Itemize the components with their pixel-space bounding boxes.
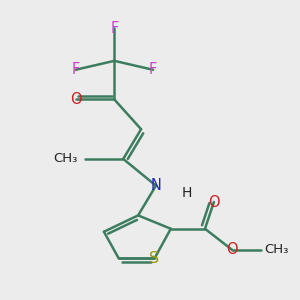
Text: O: O	[70, 92, 82, 107]
Text: S: S	[149, 251, 160, 266]
Text: H: H	[182, 186, 192, 200]
Text: F: F	[72, 62, 80, 77]
Text: O: O	[226, 242, 238, 257]
Text: CH₃: CH₃	[264, 243, 289, 256]
Text: F: F	[110, 21, 118, 36]
Text: F: F	[149, 62, 157, 77]
Text: N: N	[151, 178, 161, 193]
Text: O: O	[208, 194, 220, 209]
Text: CH₃: CH₃	[53, 152, 77, 165]
